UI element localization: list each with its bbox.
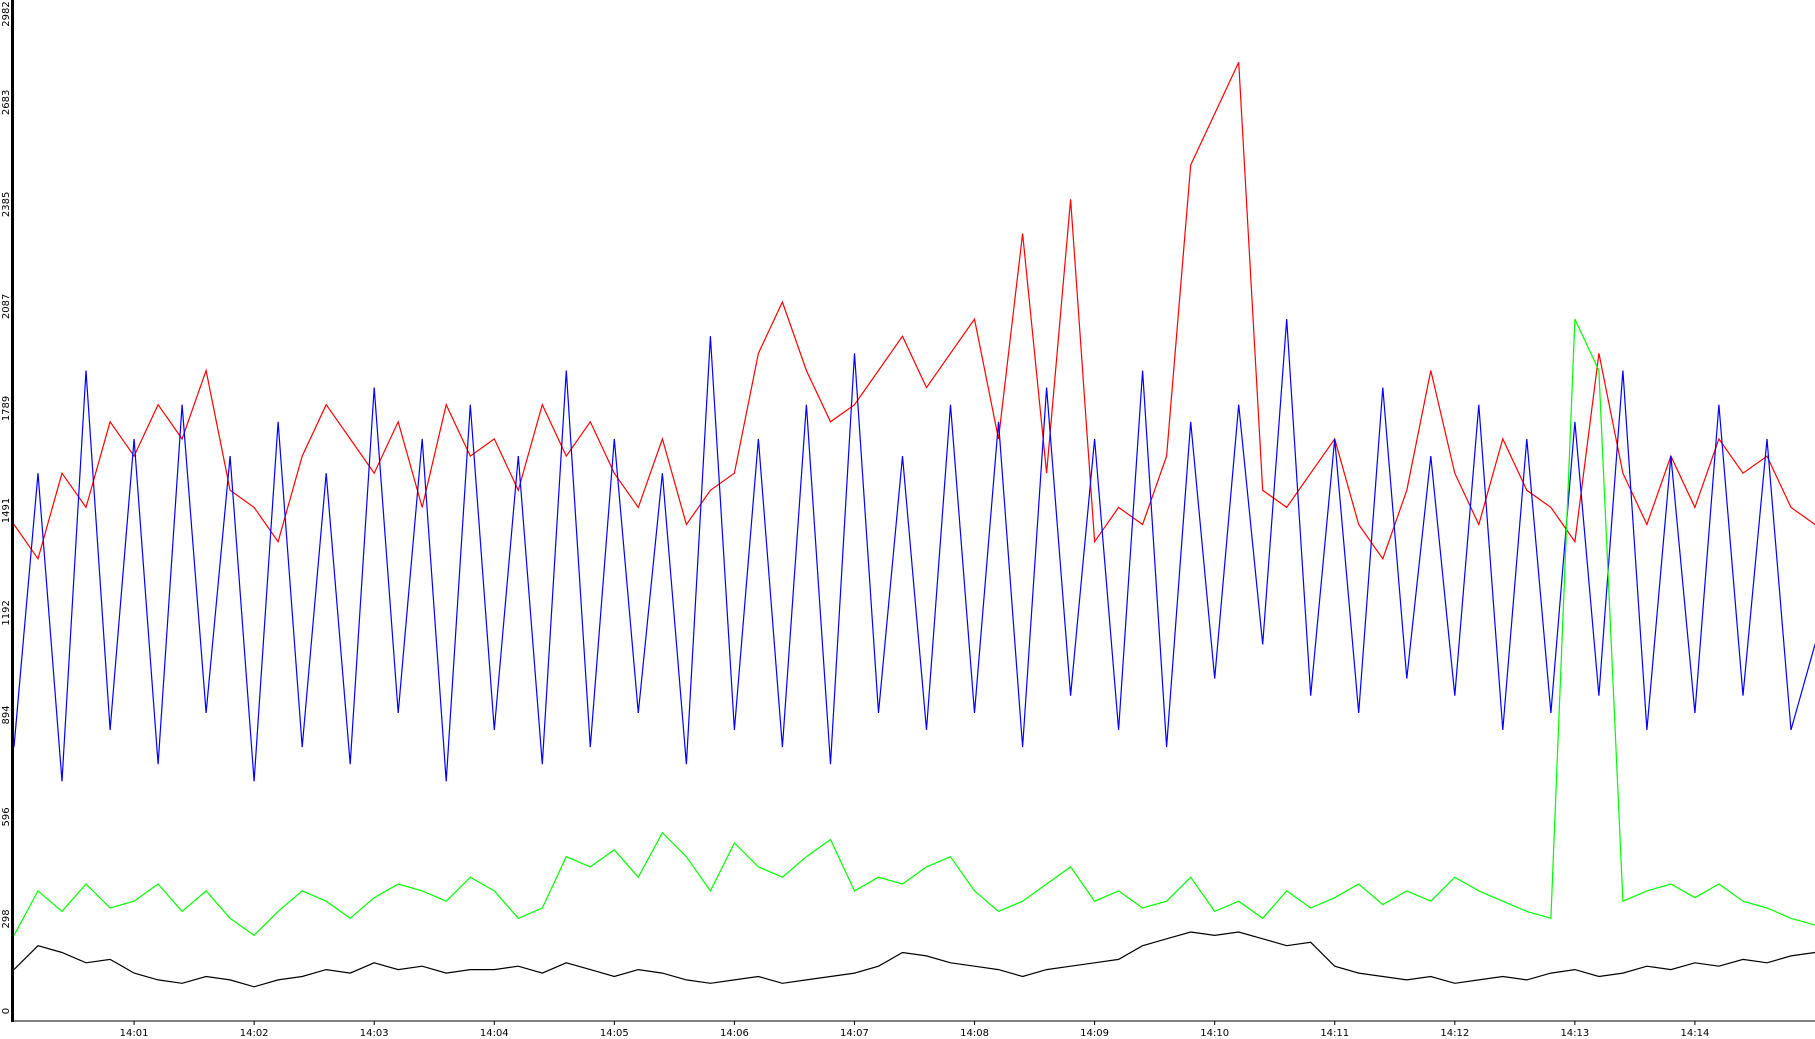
x-tick-label: 14:05 [600,1028,629,1039]
x-tick-label: 14:02 [240,1028,269,1039]
series-line [13,931,1815,988]
y-tick-label: 1192 [1,600,12,625]
y-tick-label: 2982 [1,1,12,26]
y-tick-label: 2385 [1,192,12,217]
x-tick-label: 14:08 [960,1028,989,1039]
x-tick-label: 14:09 [1080,1028,1109,1039]
y-tick-label: 0 [1,1008,12,1014]
x-tick-label: 14:06 [720,1028,749,1039]
series-line [13,318,1815,937]
y-tick-label: 1789 [1,396,12,421]
y-tick-label: 894 [1,705,12,724]
y-tick-label: 596 [1,807,12,826]
x-tick-label: 14:14 [1681,1028,1710,1039]
x-tick-label: 14:07 [840,1028,869,1039]
y-tick-label: 2087 [1,294,12,319]
y-tick-label: 298 [1,909,12,928]
x-tick-label: 14:04 [480,1028,509,1039]
series-line [13,319,1815,782]
x-tick-label: 14:03 [360,1028,389,1039]
x-tick-label: 14:10 [1200,1028,1229,1039]
x-tick-label: 14:01 [120,1028,149,1039]
y-tick-label: 1491 [1,498,12,523]
series-line [13,62,1815,561]
x-tick-label: 14:13 [1560,1028,1589,1039]
y-tick-label: 2683 [1,90,12,115]
x-tick-label: 14:12 [1440,1028,1469,1039]
x-tick-label: 14:11 [1320,1028,1349,1039]
